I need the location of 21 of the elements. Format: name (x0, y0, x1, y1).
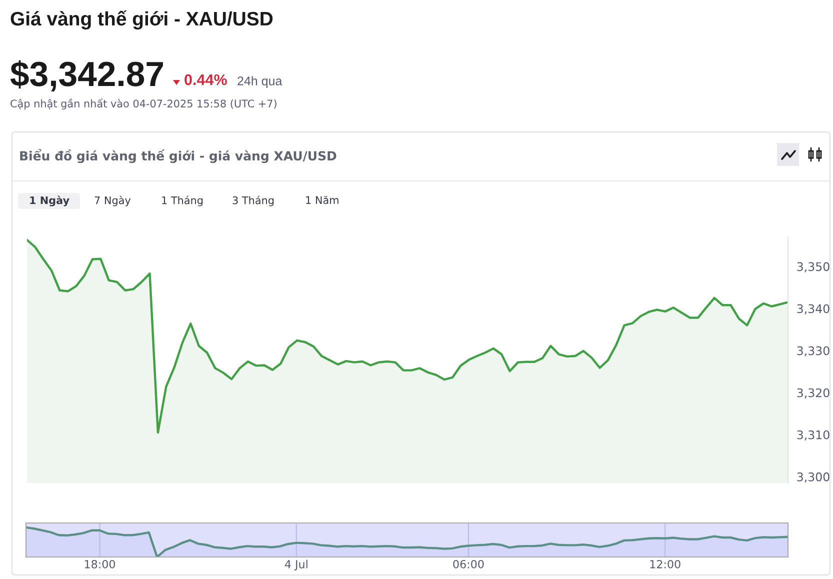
x-tick-label: 06:00 (453, 560, 484, 568)
text: 3 Tháng (232, 196, 274, 206)
chart-subtitle: Biểu đồ giá vàng thế giới - giá vàng XAU/USD (20, 148, 336, 164)
y-tick-label: 3,300 (797, 472, 830, 483)
x-tick-label: 18:00 (84, 560, 116, 568)
y-tick-label: 3,320 (797, 388, 830, 398)
x-tick-label: 12:00 (650, 560, 680, 568)
y-tick-label: 3,340 (797, 304, 830, 314)
text: 7 Ngày (94, 196, 131, 206)
text: $3,342.87 (10, 60, 163, 92)
text: Cập nhật gần nhất vào 04-07-2025 15:58 (UTC +7) (10, 98, 276, 110)
text: 0.44% (184, 74, 227, 86)
text: 1 Tháng (162, 196, 203, 206)
y-tick-label: 3,330 (797, 346, 830, 356)
chart-title: Giá vàng thế giới - XAU/USD (10, 10, 273, 30)
text: 1 Ngày (30, 196, 70, 206)
x-tick-label: 4 Jul (284, 560, 308, 570)
text: 1 Năm (306, 196, 338, 204)
text: 24h qua (238, 76, 282, 88)
y-tick-label: 3,310 (797, 430, 830, 440)
y-tick-label: 3,350 (797, 262, 830, 272)
